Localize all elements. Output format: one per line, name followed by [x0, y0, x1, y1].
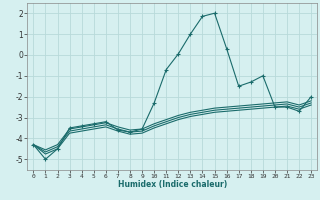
X-axis label: Humidex (Indice chaleur): Humidex (Indice chaleur) [118, 180, 227, 189]
